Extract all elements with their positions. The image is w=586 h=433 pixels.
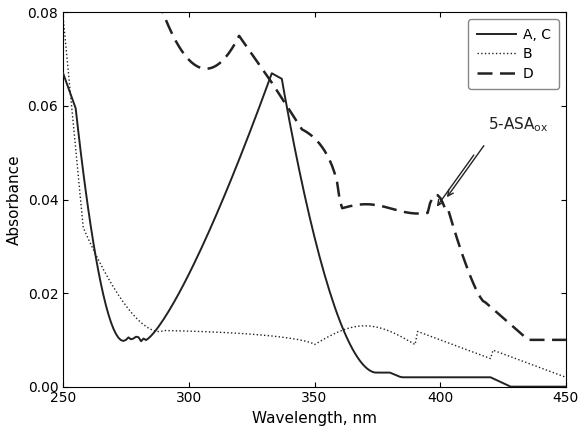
Line: A, C: A, C: [63, 73, 566, 387]
B: [243, 331, 250, 336]
B: [62, 41, 69, 46]
B: [271, 334, 278, 339]
B: [60, 15, 67, 20]
A, C: [243, 138, 250, 143]
A, C: [331, 304, 338, 309]
D: [563, 337, 570, 343]
A, C: [60, 71, 67, 76]
B: [563, 375, 570, 380]
A, C: [105, 312, 112, 317]
Line: D: D: [63, 0, 566, 340]
A, C: [271, 72, 278, 77]
A, C: [507, 384, 514, 389]
B: [331, 331, 338, 336]
A, C: [522, 384, 529, 389]
D: [524, 337, 532, 343]
B: [105, 276, 112, 281]
A, C: [563, 384, 570, 389]
D: [331, 171, 338, 176]
A, C: [62, 78, 69, 83]
Text: 5-ASA$_{\mathregular{ox}}$: 5-ASA$_{\mathregular{ox}}$: [488, 115, 548, 134]
D: [271, 84, 278, 89]
B: [520, 359, 527, 364]
D: [520, 333, 527, 338]
Line: B: B: [63, 17, 566, 377]
X-axis label: Wavelength, nm: Wavelength, nm: [252, 411, 377, 426]
Y-axis label: Absorbance: Absorbance: [7, 154, 22, 245]
Legend: A, C, B, D: A, C, B, D: [468, 19, 559, 89]
D: [243, 44, 250, 49]
